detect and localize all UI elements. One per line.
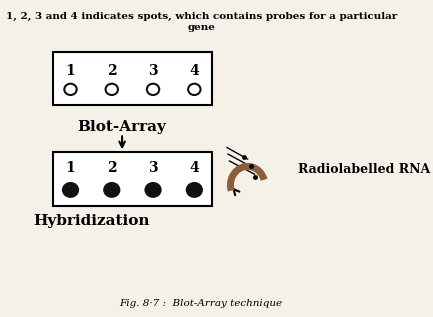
Text: 1: 1 bbox=[66, 63, 75, 78]
Circle shape bbox=[188, 84, 200, 95]
Circle shape bbox=[65, 84, 77, 95]
Text: 3: 3 bbox=[148, 63, 158, 78]
Circle shape bbox=[106, 84, 118, 95]
Text: 1: 1 bbox=[66, 161, 75, 175]
Text: 2: 2 bbox=[107, 161, 116, 175]
Circle shape bbox=[145, 183, 161, 197]
Text: 4: 4 bbox=[190, 161, 199, 175]
Circle shape bbox=[104, 183, 120, 197]
Circle shape bbox=[187, 183, 202, 197]
Text: 4: 4 bbox=[190, 63, 199, 78]
Text: 3: 3 bbox=[148, 161, 158, 175]
FancyBboxPatch shape bbox=[53, 52, 212, 105]
Circle shape bbox=[63, 183, 78, 197]
Text: Fig. 8·7 :  Blot-Array technique: Fig. 8·7 : Blot-Array technique bbox=[120, 299, 283, 307]
Text: 1, 2, 3 and 4 indicates spots, which contains probes for a particular gene: 1, 2, 3 and 4 indicates spots, which con… bbox=[6, 12, 397, 31]
FancyBboxPatch shape bbox=[53, 152, 212, 206]
Text: Radiolabelled RNA: Radiolabelled RNA bbox=[297, 163, 430, 176]
Circle shape bbox=[147, 84, 159, 95]
Text: Blot-Array: Blot-Array bbox=[78, 120, 167, 134]
Text: Hybridization: Hybridization bbox=[33, 214, 149, 228]
Text: 2: 2 bbox=[107, 63, 116, 78]
